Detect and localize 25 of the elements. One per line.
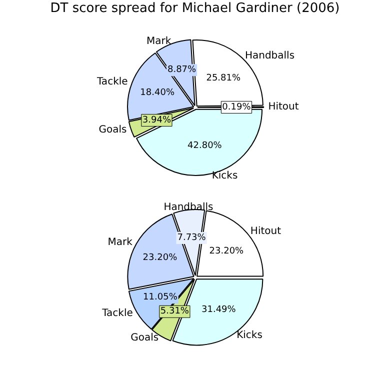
data-label: 23.20% — [142, 252, 178, 263]
data-label: 3.94% — [142, 115, 172, 126]
slice-label: Goals — [130, 332, 159, 344]
slice-label: Mark — [146, 36, 172, 47]
data-label: 31.49% — [202, 305, 236, 316]
slice-label: Tackle — [101, 308, 133, 319]
legend-label: Hitout — [268, 102, 299, 113]
data-label: 0.19% — [222, 102, 252, 112]
slice-label: Handballs — [164, 202, 214, 214]
data-label: 11.05% — [143, 292, 178, 303]
chart-title: DT score spread for Michael Gardiner (2006) — [50, 0, 340, 18]
data-label: 8.87% — [167, 65, 197, 76]
data-label: 5.31% — [160, 306, 190, 317]
slice-label: Mark — [108, 236, 133, 248]
data-label: 7.73% — [177, 233, 206, 244]
slice-label: Hitout — [250, 226, 282, 237]
slice-label: Goals — [98, 124, 127, 136]
slice-label: Handballs — [244, 50, 295, 62]
data-label: 23.20% — [209, 246, 244, 257]
data-label: 18.40% — [140, 88, 175, 98]
slice-label: Kicks — [212, 170, 238, 182]
slice-label: Kicks — [236, 330, 262, 341]
data-label: 42.80% — [188, 141, 222, 152]
slice-label: Tackle — [96, 76, 128, 88]
data-label: 25.81% — [206, 73, 241, 84]
